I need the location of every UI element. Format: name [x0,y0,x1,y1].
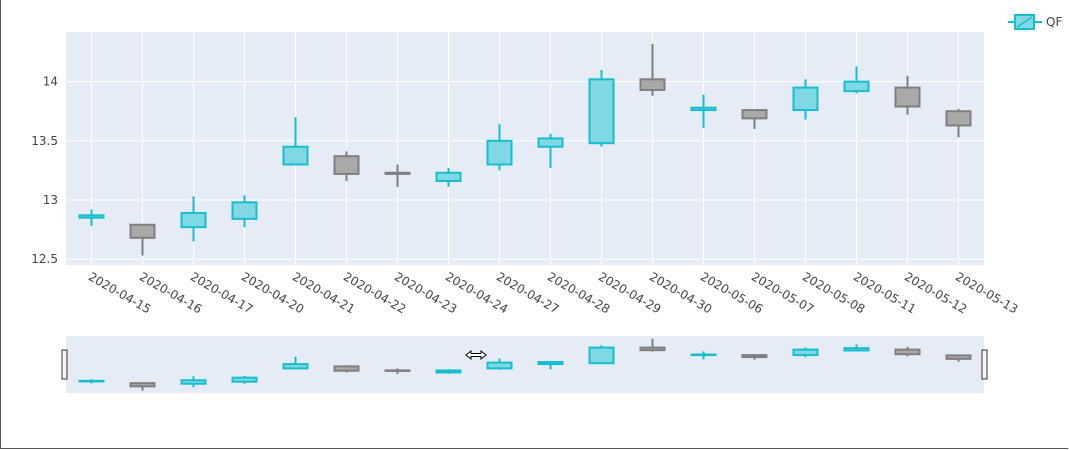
candle-body [78,379,105,383]
candle-body [639,78,666,91]
y-tick-label: 13 [43,193,58,207]
range-candle-2020-04-28[interactable] [537,360,564,370]
candle-2020-04-15[interactable] [78,209,105,226]
candle-2020-04-16[interactable] [129,223,156,256]
range-candle-2020-04-21[interactable] [282,356,309,370]
candle-body [333,365,360,372]
resize-cursor-icon [465,349,487,361]
range-candle-2020-05-13[interactable] [945,354,972,362]
candle-body [231,376,258,383]
candle-2020-05-12[interactable] [894,75,921,115]
range-slider[interactable] [66,336,984,393]
range-candle-2020-04-27[interactable] [486,358,513,370]
range-candle-2020-04-15[interactable] [78,379,105,384]
range-slider-left-handle[interactable] [61,349,68,380]
candle-body [486,139,513,166]
candle-2020-05-11[interactable] [843,66,870,94]
candle-body [690,353,717,357]
range-candle-2020-05-11[interactable] [843,344,870,352]
candle-body [588,346,615,365]
range-candle-2020-04-23[interactable] [384,368,411,374]
range-candle-2020-04-24[interactable] [435,369,462,374]
candle-body [129,382,156,388]
range-slider-right-handle[interactable] [981,349,988,380]
range-candle-2020-04-17[interactable] [180,376,207,388]
candle-body [537,137,564,148]
y-tick-label: 12.5 [31,252,58,266]
candle-body [792,86,819,112]
y-tick-label: 13.5 [31,134,58,148]
candle-body [945,110,972,127]
candle-2020-04-20[interactable] [231,195,258,228]
candle-body [894,86,921,108]
candle-body [180,211,207,229]
candle-body [588,78,615,145]
candle-2020-05-13[interactable] [945,108,972,138]
range-candle-2020-05-08[interactable] [792,347,819,358]
candle-body [282,145,309,166]
candle-2020-05-06[interactable] [690,94,717,128]
range-candle-2020-04-29[interactable] [588,345,615,365]
range-slider-candles [78,338,972,391]
candle-body [486,361,513,370]
main-candles [78,43,972,256]
candle-body [435,369,462,374]
candle-body [384,369,411,372]
candle-body [843,80,870,93]
range-candle-2020-04-16[interactable] [129,382,156,391]
candle-body [537,361,564,366]
candle-body [78,214,105,219]
candle-body [792,348,819,357]
x-tick-labels: 2020-04-152020-04-162020-04-172020-04-20… [86,269,1020,316]
candle-body [894,348,921,356]
candle-2020-04-27[interactable] [486,124,513,171]
candle-2020-05-08[interactable] [792,79,819,120]
range-candle-2020-05-06[interactable] [690,351,717,360]
candle-2020-04-22[interactable] [333,151,360,182]
range-candle-2020-05-07[interactable] [741,354,768,360]
y-tick-labels: 12.5 13 13.5 14 [31,75,58,266]
candle-body [180,379,207,385]
range-candle-2020-04-22[interactable] [333,365,360,373]
plot-area[interactable] [66,32,984,265]
candle-2020-05-07[interactable] [741,109,768,129]
range-candle-2020-05-12[interactable] [894,346,921,357]
candle-body [231,201,258,220]
candle-2020-04-17[interactable] [180,196,207,242]
candle-body [384,171,411,175]
candle-body [435,171,462,183]
candle-2020-04-30[interactable] [639,43,666,96]
range-candle-2020-04-30[interactable] [639,338,666,352]
candle-2020-04-23[interactable] [384,164,411,187]
candle-body [741,354,768,359]
y-tick-label: 14 [43,75,58,89]
range-candle-2020-04-20[interactable] [231,375,258,384]
candle-2020-04-29[interactable] [588,69,615,147]
candle-2020-04-28[interactable] [537,133,564,169]
candle-body [333,155,360,175]
candle-body [639,346,666,352]
legend-label: QF [1046,15,1062,29]
candle-2020-04-24[interactable] [435,168,462,187]
candle-body [741,109,768,120]
candle-2020-04-21[interactable] [282,117,309,166]
legend-slash-icon [1016,16,1033,28]
candle-body [690,106,717,112]
legend[interactable]: QF [1008,14,1062,30]
candle-body [282,363,309,370]
candle-body [945,354,972,360]
candle-body [843,347,870,352]
candle-body [129,223,156,239]
